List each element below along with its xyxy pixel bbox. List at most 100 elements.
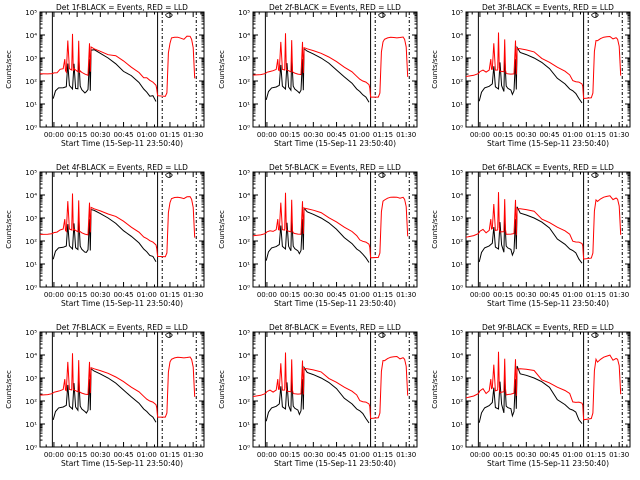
y-tick-label: 10³ bbox=[238, 375, 250, 383]
x-tick-label: 00:15 bbox=[67, 131, 87, 139]
y-tick-label: 10² bbox=[451, 78, 463, 86]
y-axis-label: Counts/sec bbox=[5, 210, 13, 249]
x-tick-label: 01:00 bbox=[350, 451, 370, 459]
y-tick-label: 10¹ bbox=[238, 261, 250, 269]
plot-frame bbox=[39, 171, 205, 288]
x-tick-label: 00:45 bbox=[539, 291, 559, 299]
y-tick-label: 10² bbox=[451, 238, 463, 246]
x-tick-label: 00:15 bbox=[67, 451, 87, 459]
marker-glyph bbox=[378, 12, 386, 18]
x-axis-label: Start Time (15-Sep-11 23:50:40) bbox=[487, 139, 609, 148]
y-tick-label: 10⁴ bbox=[238, 32, 250, 40]
series-line-events bbox=[478, 206, 583, 264]
plot-frame bbox=[252, 331, 418, 448]
x-tick-label: 00:15 bbox=[67, 291, 87, 299]
x-tick-label: 00:45 bbox=[326, 131, 346, 139]
series-line-lld bbox=[466, 351, 622, 421]
y-tick-label: 10⁴ bbox=[25, 352, 37, 360]
x-tick-label: 01:30 bbox=[183, 451, 203, 459]
y-tick-label: 10⁵ bbox=[25, 329, 37, 337]
x-tick-label: 00:30 bbox=[303, 131, 323, 139]
marker-glyph bbox=[165, 12, 173, 18]
plot-frame bbox=[465, 331, 631, 448]
x-tick-label: 00:30 bbox=[516, 291, 536, 299]
marker-glyph bbox=[165, 332, 173, 338]
x-axis-label: Start Time (15-Sep-11 23:50:40) bbox=[274, 299, 396, 308]
y-tick-label: 10⁵ bbox=[25, 169, 37, 177]
series-line-events bbox=[265, 206, 370, 263]
x-tick-label: 00:45 bbox=[113, 451, 133, 459]
y-tick-label: 10⁴ bbox=[451, 352, 463, 360]
x-tick-label: 01:30 bbox=[183, 131, 203, 139]
x-tick-label: 00:15 bbox=[493, 451, 513, 459]
plot-frame bbox=[39, 331, 205, 448]
marker-glyph bbox=[591, 332, 599, 338]
plot-frame bbox=[252, 11, 418, 128]
y-tick-label: 10⁰ bbox=[451, 284, 463, 292]
y-tick-label: 10⁰ bbox=[451, 124, 463, 132]
y-axis-label: Counts/sec bbox=[218, 370, 226, 409]
x-axis-label: Start Time (15-Sep-11 23:50:40) bbox=[61, 459, 183, 468]
x-tick-label: 01:15 bbox=[160, 291, 180, 299]
x-tick-label: 00:00 bbox=[470, 131, 490, 139]
y-tick-label: 10⁰ bbox=[238, 284, 250, 292]
x-tick-label: 00:30 bbox=[90, 291, 110, 299]
x-tick-label: 00:30 bbox=[303, 451, 323, 459]
y-tick-label: 10⁴ bbox=[25, 192, 37, 200]
y-tick-label: 10¹ bbox=[238, 101, 250, 109]
panel-title: Det 3f-BLACK = Events, RED = LLD bbox=[482, 3, 614, 12]
y-axis-label: Counts/sec bbox=[218, 50, 226, 89]
x-tick-label: 00:30 bbox=[516, 451, 536, 459]
x-tick-label: 01:30 bbox=[609, 131, 629, 139]
y-tick-label: 10⁵ bbox=[25, 9, 37, 17]
series-line-events bbox=[52, 367, 157, 423]
y-axis-label: Counts/sec bbox=[431, 210, 439, 249]
panel-title: Det 8f-BLACK = Events, RED = LLD bbox=[269, 323, 401, 332]
y-tick-label: 10³ bbox=[451, 55, 463, 63]
x-axis-label: Start Time (15-Sep-11 23:50:40) bbox=[274, 139, 396, 148]
y-tick-label: 10² bbox=[238, 78, 250, 86]
x-tick-label: 00:15 bbox=[493, 291, 513, 299]
y-tick-label: 10² bbox=[238, 238, 250, 246]
y-tick-label: 10⁰ bbox=[25, 124, 37, 132]
y-tick-label: 10³ bbox=[238, 215, 250, 223]
x-tick-label: 01:30 bbox=[183, 291, 203, 299]
detector-panel: Det 4f-BLACK = Events, RED = LLD 10⁰ 10¹ 10… bbox=[5, 163, 205, 308]
y-tick-label: 10⁴ bbox=[238, 352, 250, 360]
x-tick-label: 01:15 bbox=[586, 451, 606, 459]
y-tick-label: 10⁰ bbox=[238, 124, 250, 132]
x-tick-label: 00:15 bbox=[280, 131, 300, 139]
x-tick-label: 01:00 bbox=[563, 451, 583, 459]
detector-panel: Det 9f-BLACK = Events, RED = LLD 10⁰ 10¹ 10… bbox=[431, 323, 631, 468]
x-tick-label: 00:45 bbox=[326, 291, 346, 299]
x-tick-label: 01:30 bbox=[396, 131, 416, 139]
series-line-lld bbox=[40, 193, 196, 258]
y-axis-label: Counts/sec bbox=[431, 370, 439, 409]
series-line-lld bbox=[253, 192, 409, 259]
x-tick-label: 00:00 bbox=[44, 131, 64, 139]
x-tick-label: 01:15 bbox=[373, 291, 393, 299]
y-tick-label: 10⁰ bbox=[238, 444, 250, 452]
detector-panel: Det 3f-BLACK = Events, RED = LLD 10⁰ 10¹ 10… bbox=[431, 3, 631, 148]
x-tick-label: 01:15 bbox=[160, 451, 180, 459]
y-tick-label: 10⁰ bbox=[451, 444, 463, 452]
x-tick-label: 00:30 bbox=[90, 451, 110, 459]
x-tick-label: 01:00 bbox=[137, 291, 157, 299]
y-tick-label: 10⁰ bbox=[25, 284, 37, 292]
plot-frame bbox=[39, 11, 205, 128]
plot-frame bbox=[252, 171, 418, 288]
x-tick-label: 00:00 bbox=[257, 131, 277, 139]
y-tick-label: 10² bbox=[25, 238, 37, 246]
y-tick-label: 10⁰ bbox=[25, 444, 37, 452]
x-tick-label: 00:30 bbox=[90, 131, 110, 139]
x-tick-label: 01:30 bbox=[609, 451, 629, 459]
x-tick-label: 00:15 bbox=[280, 291, 300, 299]
x-tick-label: 00:45 bbox=[539, 451, 559, 459]
detector-panel: Det 6f-BLACK = Events, RED = LLD 10⁰ 10¹ 10… bbox=[431, 163, 631, 308]
y-tick-label: 10⁵ bbox=[451, 329, 463, 337]
y-tick-label: 10¹ bbox=[25, 101, 37, 109]
y-tick-label: 10¹ bbox=[25, 261, 37, 269]
x-axis-label: Start Time (15-Sep-11 23:50:40) bbox=[487, 299, 609, 308]
series-line-events bbox=[265, 365, 370, 424]
